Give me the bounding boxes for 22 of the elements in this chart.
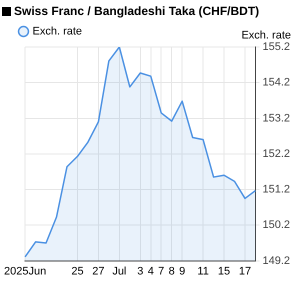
x-tick-label: 2025Jun — [4, 265, 46, 278]
x-tick-label: 9 — [179, 265, 186, 278]
x-tick-label: 3 — [137, 265, 144, 278]
y-tick-label: 154.2 — [262, 76, 290, 89]
y-tick-label: 151.2 — [262, 184, 290, 196]
y-tick-label: 153.2 — [262, 112, 290, 124]
y-tick-label: 155.2 — [262, 41, 290, 54]
x-tick-label: Jul — [112, 265, 126, 278]
x-tick-label: 17 — [238, 265, 252, 278]
y-axis-title: Exch. rate — [241, 30, 291, 42]
x-tick-label: 11 — [197, 265, 209, 278]
x-tick-label: 8 — [168, 265, 175, 278]
x-tick-label: 15 — [218, 265, 230, 278]
x-tick-label: 25 — [71, 265, 84, 278]
x-tick-label: 7 — [158, 265, 164, 278]
legend-label: Exch. rate — [32, 26, 82, 38]
y-tick-label: 149.2 — [262, 254, 290, 267]
y-tick-label: 152.2 — [262, 148, 290, 160]
x-tick-label: 4 — [148, 265, 154, 278]
chart-title: Swiss Franc / Bangladeshi Taka (CHF/BDT) — [14, 4, 260, 18]
y-tick-label: 150.2 — [262, 219, 290, 232]
x-tick-label: 27 — [92, 265, 105, 278]
